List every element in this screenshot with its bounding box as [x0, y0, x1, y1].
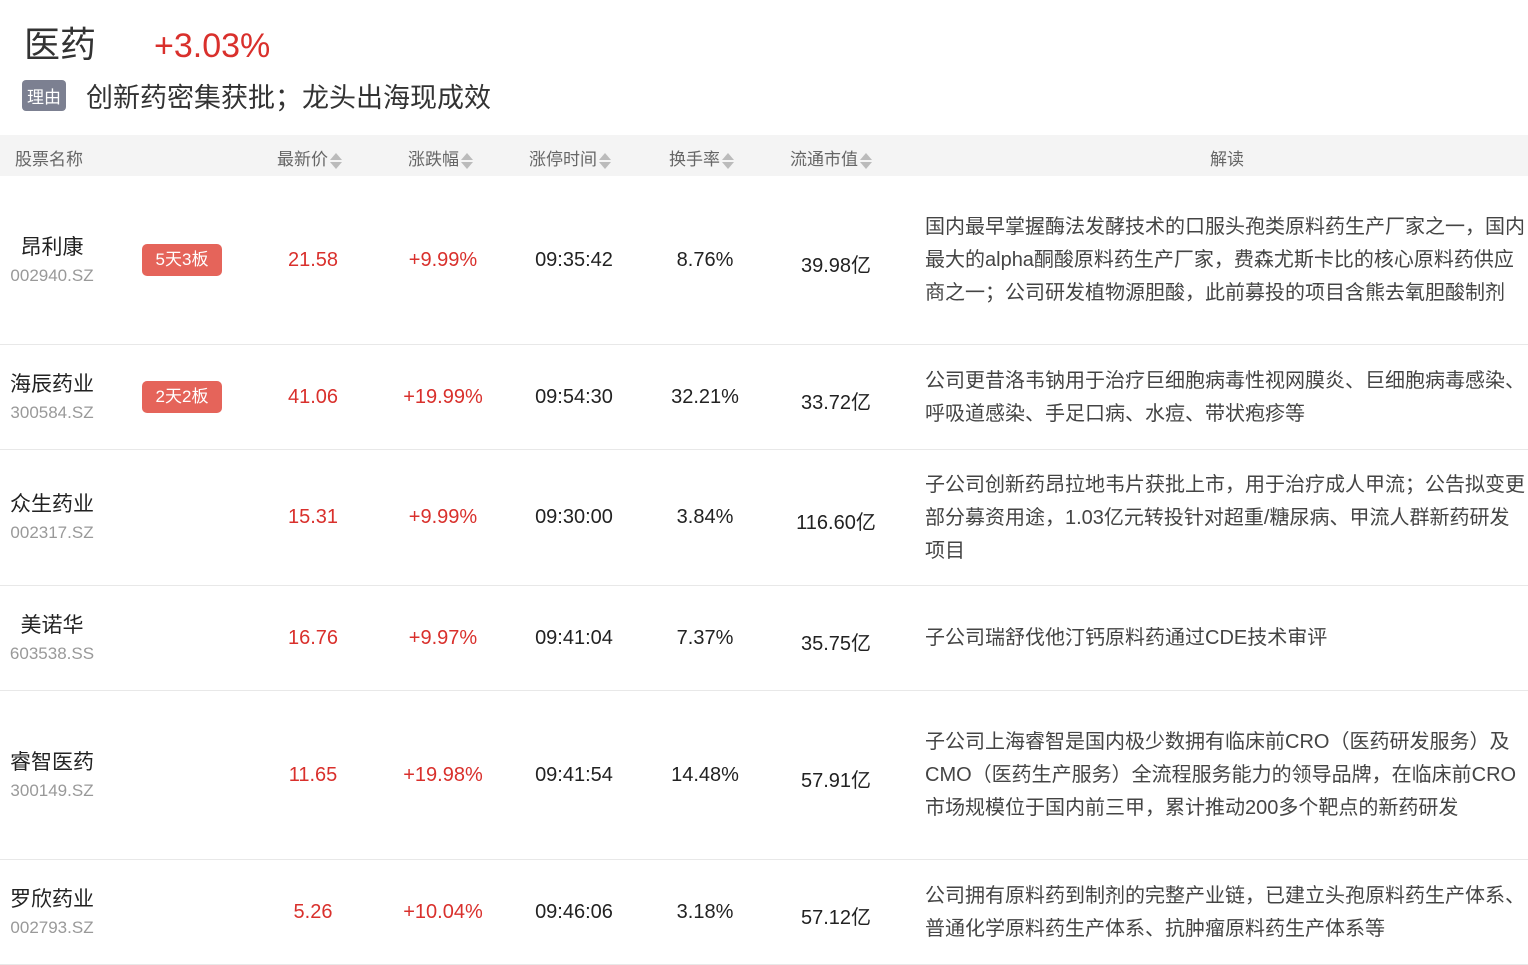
stock-code: 603538.SS — [9, 643, 95, 663]
stock-code: 002317.SZ — [10, 523, 94, 542]
cell-mcap: 35.75亿 — [800, 632, 872, 655]
cell-desc: 公司拥有原料药到制剂的完整产业链，已建立头孢原料药生产体系、普通化学原料药生产体… — [925, 884, 1525, 940]
cell-turnover: 8.76% — [676, 248, 734, 271]
reason-tag: 理由 — [22, 80, 66, 111]
sort-icon[interactable] — [860, 152, 872, 170]
table-row[interactable]: 罗欣药业 002793.SZ 5.26 +10.04% 09:46:06 3.18% 57… — [0, 860, 1528, 965]
stock-code: 300149.SZ — [10, 780, 94, 800]
cell-change: +19.99% — [403, 385, 483, 408]
col-desc: 解读 — [1210, 150, 1244, 169]
table-row[interactable]: 海辰药业 300584.SZ 2天2板 41.06 +19.99% 09:54:30 32… — [0, 345, 1528, 450]
stock-code: 002793.SZ — [10, 917, 94, 937]
stock-code: 002940.SZ — [10, 265, 94, 285]
cell-price: 5.26 — [293, 900, 333, 923]
sort-icon[interactable] — [461, 152, 473, 170]
col-label: 最新价 — [277, 150, 328, 169]
stock-name[interactable]: 睿智医药 — [10, 750, 94, 774]
cell-mcap: 57.91亿 — [800, 769, 872, 792]
cell-price: 16.76 — [287, 626, 339, 649]
col-label: 流通市值 — [790, 150, 858, 169]
col-mcap[interactable]: 流通市值 — [790, 145, 872, 170]
cell-turnover: 7.37% — [676, 626, 734, 649]
col-time[interactable]: 涨停时间 — [529, 145, 611, 170]
sector-change: +3.03% — [154, 27, 271, 65]
reason: 理由 创新药密集获批；龙头出海现成效 — [22, 76, 491, 115]
col-name: 股票名称 — [15, 150, 83, 169]
cell-desc: 子公司瑞舒伐他汀钙原料药通过CDE技术审评 — [925, 627, 1328, 649]
cell-turnover: 3.84% — [676, 506, 734, 528]
stock-code: 300584.SZ — [10, 402, 94, 422]
cell-time: 09:46:06 — [535, 900, 613, 923]
reason-text: 创新药密集获批；龙头出海现成效 — [86, 83, 491, 113]
table-row[interactable]: 众生药业 002317.SZ 15.31 +9.99% 09:30:00 3.84% 11… — [0, 450, 1528, 586]
sort-icon[interactable] — [330, 152, 342, 170]
cell-mcap: 116.60亿 — [796, 512, 876, 534]
sector-name: 医药 — [24, 24, 97, 65]
col-label: 涨跌幅 — [408, 150, 459, 169]
cell-price: 15.31 — [287, 506, 339, 528]
table-header: 股票名称 最新价 涨跌幅 涨停时间 换手率 流通市值 解读 — [0, 135, 1528, 176]
cell-mcap: 33.72亿 — [800, 391, 872, 414]
cell-time: 09:30:00 — [535, 506, 613, 528]
cell-desc: 子公司创新药昂拉地韦片获批上市，用于治疗成人甲流；公告拟变更部分募资用途，1.0… — [925, 473, 1525, 562]
cell-price: 21.58 — [287, 248, 339, 271]
cell-desc: 国内最早掌握酶法发酵技术的口服头孢类原料药生产厂家之一，国内最大的alpha酮酸… — [925, 216, 1525, 304]
table-row[interactable]: 睿智医药 300149.SZ 11.65 +19.98% 09:41:54 14.48%… — [0, 691, 1528, 860]
cell-change: +9.97% — [408, 626, 478, 649]
cell-price: 41.06 — [287, 385, 339, 408]
cell-change: +9.99% — [408, 248, 478, 271]
cell-turnover: 14.48% — [671, 763, 739, 786]
cell-time: 09:35:42 — [535, 248, 613, 271]
table-row[interactable]: 昂利康 002940.SZ 5天3板 21.58 +9.99% 09:35:42 8.76… — [0, 176, 1528, 345]
table-row[interactable]: 美诺华 603538.SS 16.76 +9.97% 09:41:04 7.37% 35.… — [0, 586, 1528, 691]
limit-up-badge: 5天3板 — [142, 243, 222, 276]
sort-icon[interactable] — [599, 152, 611, 170]
cell-mcap: 39.98亿 — [800, 254, 872, 277]
stock-name[interactable]: 昂利康 — [20, 235, 84, 259]
cell-time: 09:54:30 — [535, 385, 613, 408]
stock-name[interactable]: 海辰药业 — [10, 372, 94, 396]
cell-desc: 子公司上海睿智是国内极少数拥有临床前CRO（医药研发服务）及CMO（医药生产服务… — [925, 731, 1517, 819]
stock-name[interactable]: 美诺华 — [20, 613, 84, 637]
cell-mcap: 57.12亿 — [800, 906, 872, 929]
cell-time: 09:41:54 — [535, 763, 613, 786]
cell-turnover: 32.21% — [671, 385, 739, 408]
cell-price: 11.65 — [288, 763, 338, 786]
sort-icon[interactable] — [722, 152, 734, 170]
sector-header: 医药 +3.03% — [24, 16, 270, 68]
col-turnover[interactable]: 换手率 — [669, 145, 734, 170]
col-label: 换手率 — [669, 150, 720, 169]
cell-time: 09:41:04 — [535, 626, 613, 649]
cell-turnover: 3.18% — [676, 900, 734, 923]
cell-desc: 公司更昔洛韦钠用于治疗巨细胞病毒性视网膜炎、巨细胞病毒感染、呼吸道感染、手足口病… — [925, 369, 1525, 425]
col-label: 涨停时间 — [529, 150, 597, 169]
col-change[interactable]: 涨跌幅 — [408, 145, 473, 170]
cell-change: +9.99% — [408, 506, 478, 528]
stock-name[interactable]: 罗欣药业 — [10, 887, 94, 911]
stock-name[interactable]: 众生药业 — [10, 493, 94, 516]
col-price[interactable]: 最新价 — [277, 145, 342, 170]
cell-change: +19.98% — [403, 763, 483, 786]
cell-change: +10.04% — [403, 900, 483, 923]
limit-up-badge: 2天2板 — [142, 380, 222, 413]
